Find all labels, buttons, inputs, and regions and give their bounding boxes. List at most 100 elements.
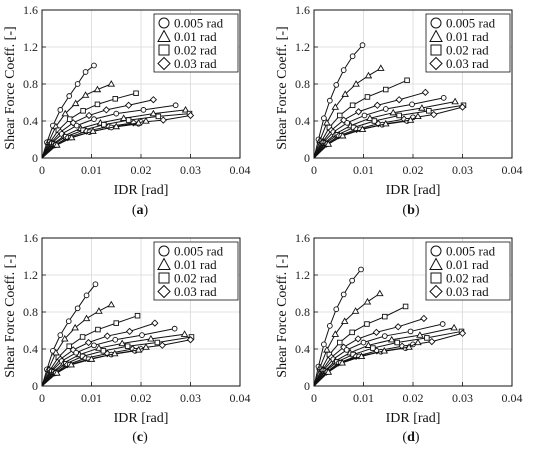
data-point [118, 339, 126, 347]
data-point [363, 297, 372, 305]
data-point [430, 110, 438, 119]
data-point [331, 330, 340, 337]
data-point [409, 101, 415, 108]
data-point [451, 97, 459, 105]
data-point [354, 108, 363, 116]
series-10 [41, 343, 150, 387]
series-7 [313, 102, 467, 159]
panel-caption: (d) [402, 430, 419, 445]
x-tick-label: 0 [311, 391, 317, 405]
legend-circle-icon [158, 245, 170, 257]
x-tick-label: 0.01 [353, 163, 374, 177]
data-point [87, 355, 96, 362]
legend-label: 0.01 rad [446, 257, 489, 272]
data-point [321, 115, 327, 122]
data-point [139, 332, 145, 338]
series-1 [313, 42, 366, 159]
data-point [142, 117, 150, 124]
y-axis-label: Shear Force Coeff. [-] [275, 26, 290, 149]
data-point [67, 360, 75, 368]
data-point [172, 102, 179, 109]
series-10 [313, 112, 422, 159]
panel-letter: c [137, 430, 143, 445]
x-tick-label: 0.01 [353, 391, 374, 405]
data-point [439, 321, 446, 327]
legend-label: 0.01 rad [174, 257, 217, 272]
data-point [377, 64, 385, 71]
data-point [149, 96, 158, 104]
panel-letter: a [137, 203, 144, 218]
data-point [181, 105, 190, 113]
y-tick-label: 0.8 [295, 77, 310, 91]
y-tick-label: 0.4 [23, 342, 38, 356]
x-tick-label: 0.04 [502, 391, 523, 405]
y-tick-label: 1.6 [23, 231, 38, 245]
data-point [414, 338, 422, 346]
data-point [381, 119, 390, 127]
data-point [100, 348, 107, 354]
data-point [364, 94, 371, 100]
x-tick-label: 0 [311, 163, 317, 177]
legend-label: 0.02 rad [174, 43, 217, 58]
data-point [360, 339, 367, 346]
x-axis-label: IDR [rad] [114, 183, 169, 198]
data-point [370, 345, 376, 351]
series-5 [313, 321, 446, 387]
data-point [414, 112, 422, 120]
x-tick-label: 0.03 [452, 163, 473, 177]
data-point [71, 323, 79, 331]
data-point [124, 101, 133, 109]
y-tick-label: 0 [32, 379, 38, 393]
data-point [82, 314, 91, 322]
data-point [404, 77, 410, 84]
data-point [74, 81, 81, 87]
legend-label: 0.005 rad [174, 244, 224, 259]
data-point [119, 114, 128, 121]
data-point [180, 330, 189, 337]
data-point [354, 335, 362, 343]
data-point [91, 62, 97, 69]
legend-label: 0.02 rad [446, 43, 489, 58]
series-8 [313, 103, 467, 159]
y-tick-label: 0.8 [23, 77, 38, 91]
data-point [107, 80, 116, 87]
data-point [338, 131, 347, 139]
data-point [364, 71, 373, 79]
data-point [389, 108, 397, 116]
data-point [338, 358, 346, 366]
data-point [92, 281, 99, 288]
legend-diamond-icon [429, 56, 443, 71]
data-point [186, 336, 195, 344]
y-axis-label: Shear Force Coeff. [-] [3, 26, 18, 149]
data-point [102, 106, 110, 114]
y-axis-label: Shear Force Coeff. [-] [3, 254, 18, 377]
data-point [343, 347, 350, 353]
panel-caption: (a) [132, 203, 149, 218]
data-point [364, 341, 373, 348]
legend-square-icon [430, 272, 442, 284]
data-point [71, 99, 80, 107]
data-point [402, 303, 409, 310]
data-point [94, 101, 101, 108]
y-tick-label: 0.8 [23, 305, 38, 319]
data-point [340, 291, 347, 298]
data-point [424, 335, 430, 341]
legend-label: 0.03 rad [174, 284, 217, 299]
data-point [60, 334, 69, 342]
data-point [428, 337, 436, 346]
data-point [333, 306, 340, 313]
x-tick-label: 0.04 [230, 391, 251, 405]
data-point [84, 338, 93, 347]
data-point [142, 343, 150, 350]
data-point [331, 103, 340, 110]
data-point [321, 341, 327, 348]
data-point [147, 334, 155, 342]
data-point [349, 53, 356, 60]
series-8 [313, 329, 467, 387]
series-line [313, 104, 464, 159]
data-point [171, 325, 178, 332]
data-point [351, 307, 360, 314]
data-point [67, 133, 76, 141]
